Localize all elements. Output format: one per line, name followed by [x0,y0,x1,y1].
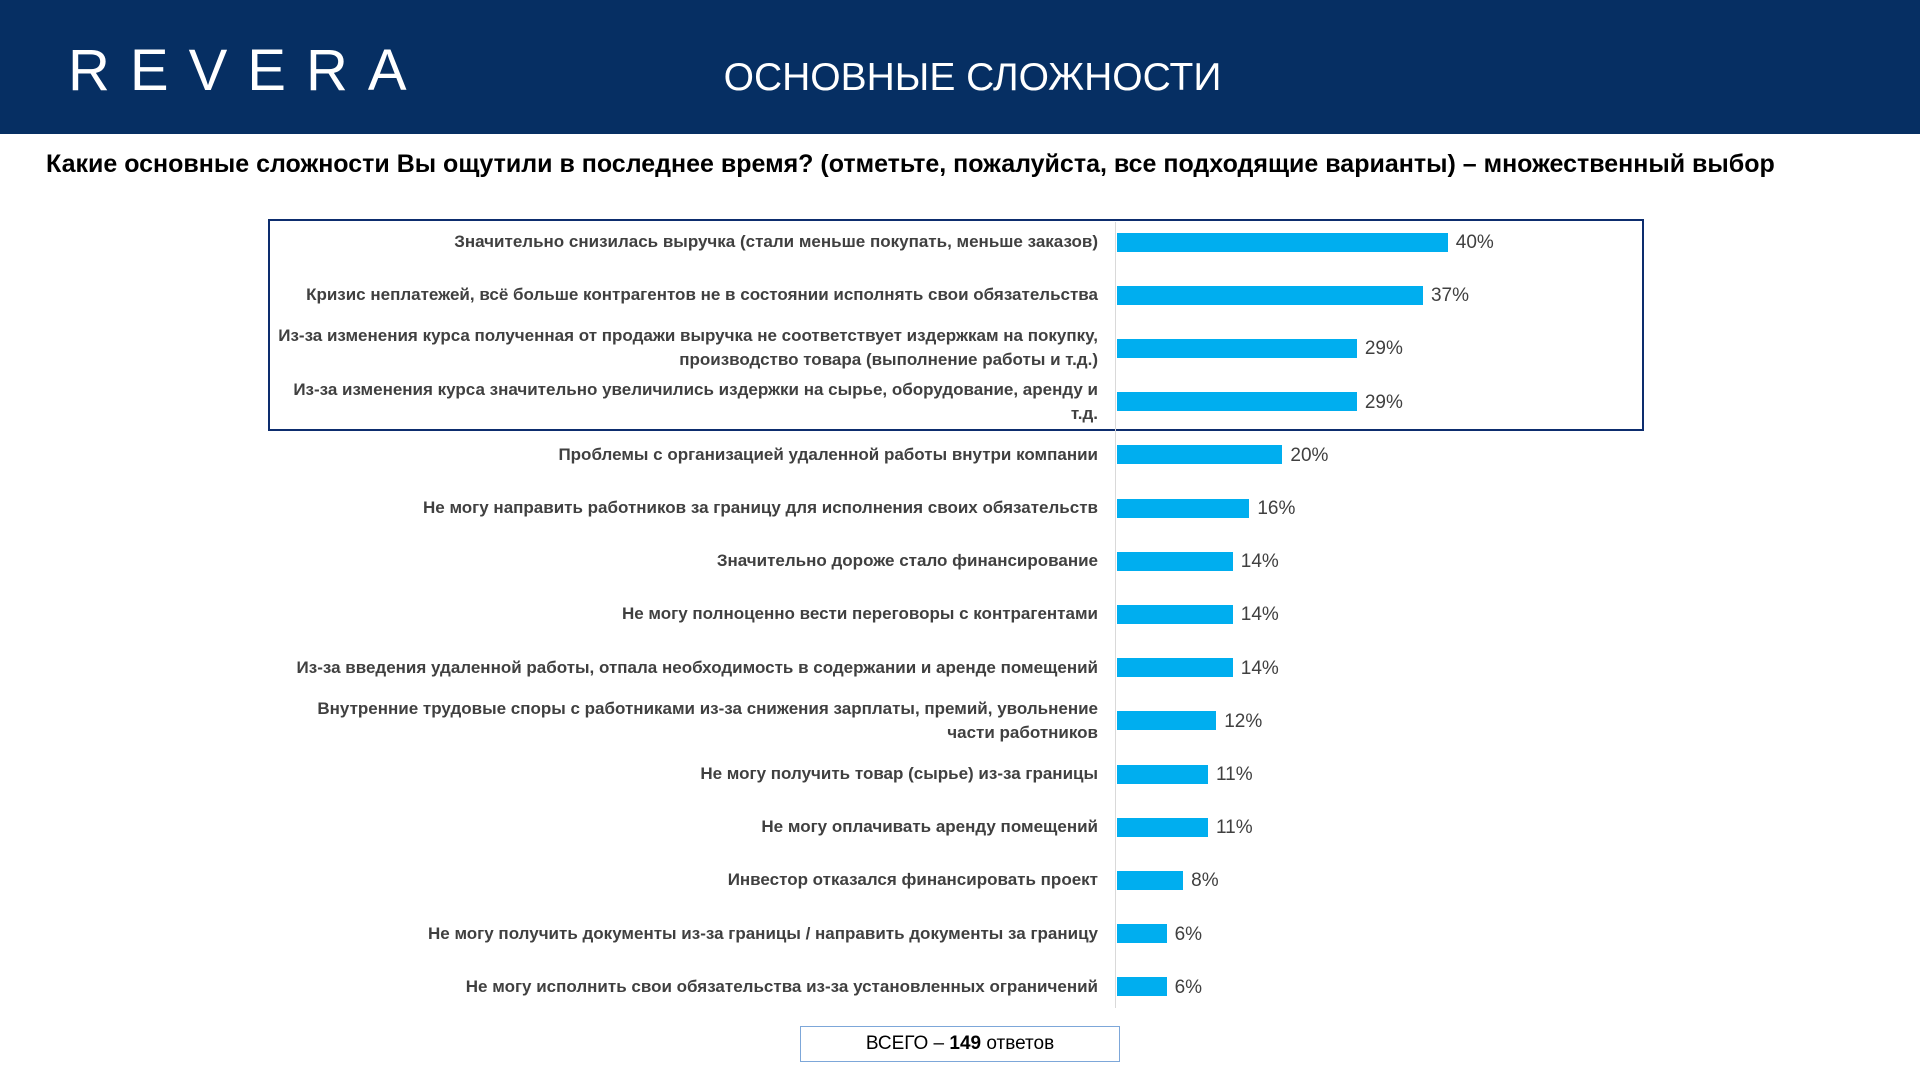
total-count: 149 [949,1033,982,1054]
chart-axis-line [1115,222,1116,1008]
bar-label: Не могу направить работников за границу … [422,498,1098,517]
bar [1117,764,1208,784]
bar-label: Из-за введения удаленной работы, отпала … [296,657,1098,677]
total-suffix: ответов [981,1033,1055,1054]
bar-label: Проблемы с организацией удаленной работы… [558,444,1098,464]
header-bar: REVERA ОСНОВНЫЕ СЛОЖНОСТИ [0,0,1920,134]
bar [1117,977,1167,997]
bar-label: Из-за изменения курса полученная от прод… [278,326,1098,370]
bar-label: Внутренние трудовые споры с работниками … [317,698,1098,742]
page-title: ОСНОВНЫЕ СЛОЖНОСТИ [723,56,1222,99]
bar-value-label: 14% [1240,604,1279,626]
total-prefix: ВСЕГО – [865,1033,950,1054]
bar-label: Не могу получить документы из-за границы… [427,923,1098,943]
revera-logo: REVERA [68,38,427,103]
bar-value-label: 8% [1191,870,1219,892]
bar [1117,392,1357,412]
bar-label: Не могу получить товар (сырье) из-за гра… [700,764,1098,783]
bar [1117,658,1233,678]
bar-value-label: 29% [1364,338,1403,360]
bar-label: Не могу оплачивать аренду помещений [761,817,1098,837]
total-responses-box: ВСЕГО – 149 ответов [800,1026,1120,1062]
bar-label: Значительно снизилась выручка (стали мен… [454,232,1098,251]
bar-value-label: 37% [1430,285,1470,307]
bar [1117,924,1167,944]
bar-value-label: 11% [1215,817,1253,839]
bar-label: Не могу исполнить свои обязательства из-… [465,976,1098,996]
bar [1117,232,1448,252]
bar-label: Инвестор отказался финансировать проект [727,870,1098,890]
bar-value-label: 40% [1455,232,1494,253]
bar-value-label: 11% [1215,764,1253,785]
bar-label: Значительно дороже стало финансирование [716,551,1098,571]
bar-label: Из-за изменения курса значительно увелич… [293,379,1098,423]
bar [1117,285,1423,305]
bar-value-label: 16% [1257,498,1296,519]
bar [1117,445,1283,465]
bar-value-label: 29% [1364,391,1403,413]
bar-label: Кризис неплатежей, всё больше контрагент… [306,285,1098,305]
bar [1117,604,1233,624]
bar [1117,711,1217,731]
bar-label: Не могу полноценно вести переговоры с ко… [621,604,1098,624]
bar [1117,338,1357,358]
bar [1117,498,1250,518]
bar-value-label: 14% [1240,657,1279,679]
bar [1117,870,1184,890]
bar-value-label: 6% [1174,923,1203,945]
survey-question: Какие основные сложности Вы ощутили в по… [46,150,1775,178]
bar-value-label: 6% [1174,976,1203,998]
bar-value-label: 20% [1290,444,1329,466]
bar [1117,551,1233,571]
bar [1117,817,1208,837]
bar-value-label: 14% [1240,551,1279,573]
bar-value-label: 12% [1224,710,1263,732]
top-answers-highlight-box [268,219,1644,431]
